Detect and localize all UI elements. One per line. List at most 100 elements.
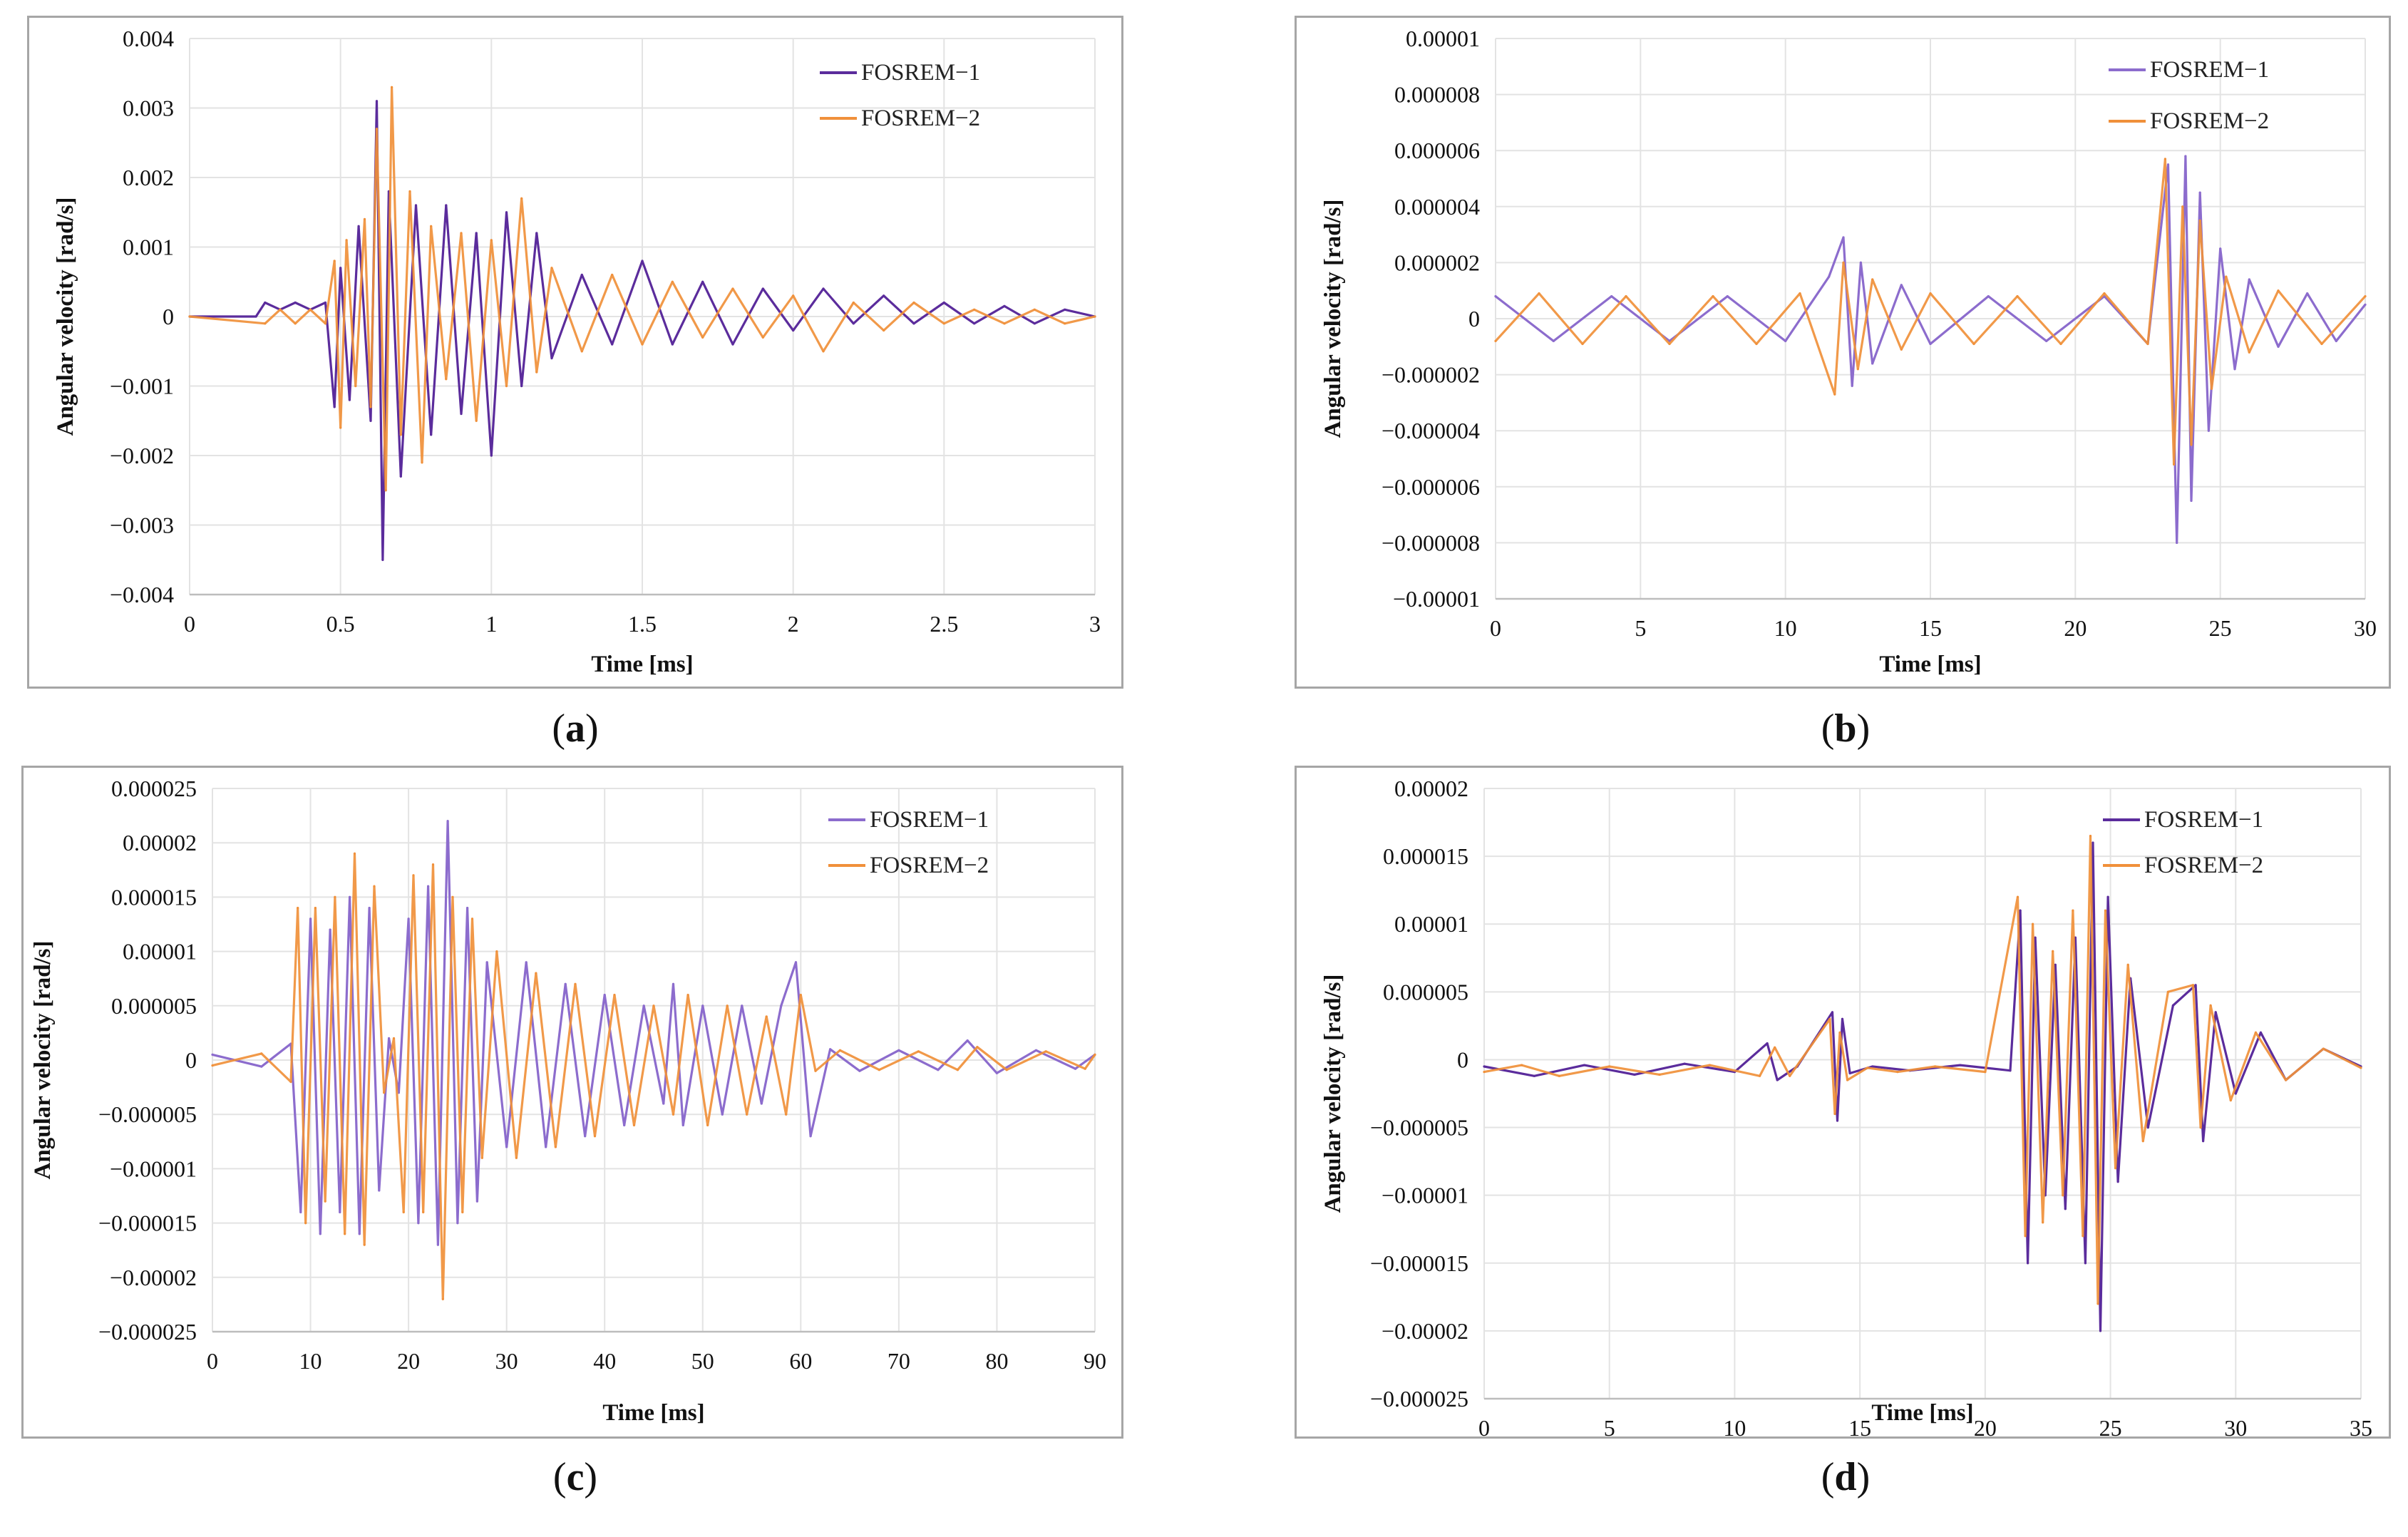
data-point [2285, 1079, 2288, 1081]
data-point [2277, 289, 2280, 292]
data-point [681, 1124, 684, 1126]
chart-panel-d: 0.00002 0.000015 0.00001 0.000005 0 −0.000005… [1295, 766, 2391, 1439]
data-point [2173, 463, 2176, 466]
data-point [1583, 1064, 1586, 1066]
data-point [2009, 1069, 2012, 1072]
data-point [460, 232, 463, 235]
data-point [2146, 342, 2149, 345]
legend: FOSREM−1 FOSREM−2 [2109, 57, 2269, 134]
data-point [2104, 909, 2107, 912]
data-point [2190, 499, 2193, 503]
data-point [2163, 158, 2166, 160]
data-point [520, 384, 523, 388]
data-point [391, 86, 393, 88]
data-point [760, 1102, 763, 1105]
data-point [2099, 1330, 2102, 1332]
data-point [966, 1039, 969, 1042]
data-point [260, 1065, 263, 1068]
data-point [378, 1189, 381, 1192]
data-point [1842, 236, 1845, 239]
data-point [672, 982, 675, 985]
data-point [942, 301, 945, 304]
data-point [397, 1091, 401, 1094]
data-point [2103, 292, 2106, 295]
chart-panel-a: 0.004 0.003 0.002 0.001 0 −0.001 −0.002 −0.003 −… [27, 16, 1123, 689]
x-tick-label: 30 [2354, 615, 2377, 641]
data-point [1759, 1074, 1761, 1077]
data-point [1851, 384, 1853, 387]
data-point [1581, 342, 1584, 345]
data-point [348, 399, 351, 401]
data-point [388, 1037, 391, 1040]
data-point [422, 1210, 425, 1213]
data-point [430, 225, 433, 227]
data-point [746, 1113, 748, 1116]
data-point [451, 895, 454, 898]
y-tick-label: 0.004 [123, 26, 174, 51]
data-point [309, 917, 312, 920]
data-point [897, 1049, 900, 1052]
data-point [1033, 308, 1036, 311]
data-point [1828, 275, 1831, 278]
y-tick-label: 0.000015 [1383, 843, 1468, 869]
data-point [2199, 1126, 2202, 1129]
data-point [852, 301, 855, 304]
data-point [2194, 984, 2197, 987]
data-point [814, 1069, 817, 1072]
x-tick-label: 30 [2224, 1415, 2247, 1439]
data-point [2233, 368, 2236, 371]
data-point [761, 287, 764, 290]
data-point [535, 232, 538, 235]
y-tick-label: −0.000002 [1381, 362, 1480, 388]
data-point [1776, 1079, 1779, 1081]
data-point [2106, 895, 2109, 898]
data-point [441, 1297, 444, 1300]
data-point [417, 1222, 420, 1225]
x-tick-label: 10 [299, 1348, 322, 1374]
data-point [2024, 1235, 2027, 1238]
data-point [2306, 292, 2309, 295]
data-point [912, 301, 915, 304]
series-line-1 [1483, 841, 2362, 1332]
x-axis-label: Time [ms] [602, 1400, 704, 1426]
data-point [2234, 1092, 2237, 1095]
data-point [294, 301, 297, 304]
data-point [2207, 429, 2210, 432]
x-tick-label: 0.5 [326, 611, 355, 637]
data-point [1871, 1065, 1874, 1068]
data-point [721, 1113, 724, 1116]
caption-a: (a) [552, 706, 599, 751]
data-point [297, 907, 299, 910]
data-point [1789, 1074, 1791, 1077]
x-tick-label: 35 [2350, 1415, 2372, 1439]
data-point [2082, 1235, 2084, 1238]
data-point [461, 1210, 464, 1213]
data-point [1074, 1067, 1077, 1070]
data-point [642, 1004, 645, 1007]
data-point [2059, 342, 2062, 345]
data-point [1003, 322, 1006, 325]
data-point [1726, 295, 1729, 298]
data-point [2210, 387, 2213, 390]
data-point [1871, 278, 1874, 281]
data-point [1044, 1050, 1047, 1053]
data-point [937, 1069, 940, 1071]
data-point [2198, 219, 2201, 222]
data-point [456, 1222, 459, 1225]
data-point [1934, 1065, 1937, 1068]
data-point [535, 972, 537, 975]
data-point [399, 433, 402, 436]
y-axis-label: Angular velocity [rad/s] [1320, 200, 1346, 438]
data-point [314, 907, 317, 910]
data-point [470, 917, 474, 920]
data-point [726, 1004, 729, 1007]
data-point [1838, 1031, 1841, 1034]
data-point [1896, 1071, 1899, 1074]
data-point [1833, 1112, 1836, 1116]
data-point [515, 1156, 518, 1159]
data-point [2166, 990, 2169, 993]
y-tick-label: −0.000004 [1381, 418, 1480, 443]
y-tick-label: −0.00002 [110, 1265, 197, 1290]
data-point [2146, 1126, 2149, 1129]
